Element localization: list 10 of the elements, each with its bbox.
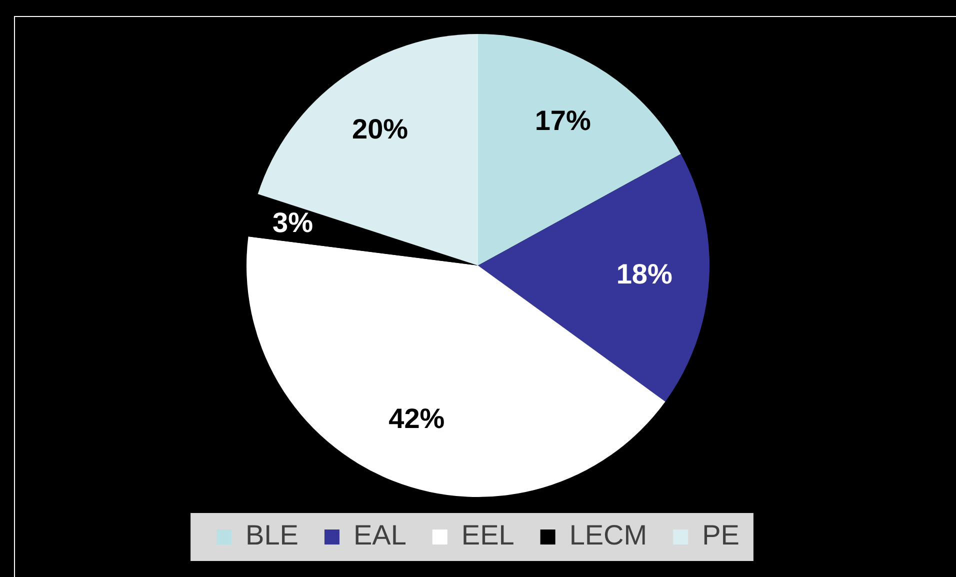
legend-label: BLE bbox=[246, 520, 298, 551]
data-label: 42% bbox=[388, 403, 445, 434]
data-label: 20% bbox=[352, 113, 408, 144]
legend-label: EEL bbox=[461, 520, 514, 551]
data-label: 17% bbox=[534, 104, 591, 136]
legend-label: EAL bbox=[353, 520, 406, 551]
data-label: 18% bbox=[616, 258, 672, 290]
data-label: 3% bbox=[272, 206, 314, 238]
legend-label: LECM bbox=[569, 520, 648, 551]
legend-label: PE bbox=[702, 520, 740, 551]
